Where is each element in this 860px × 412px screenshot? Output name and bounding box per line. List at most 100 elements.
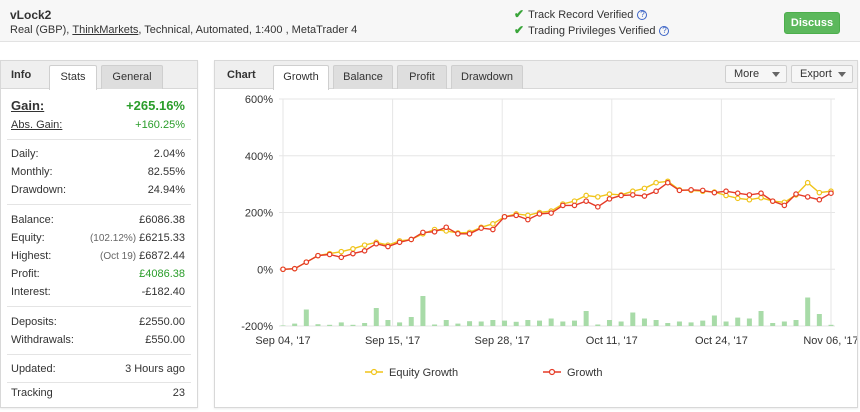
stat-value: -£182.40: [141, 286, 185, 298]
volume-bar: [467, 321, 473, 326]
volume-bar: [432, 324, 438, 326]
volume-bar: [338, 322, 344, 326]
equity-growth-point: [583, 192, 589, 199]
volume-bar: [560, 321, 566, 326]
stat-label: Balance:: [11, 214, 54, 226]
stat-value: 24.94%: [147, 184, 185, 196]
divider: [7, 354, 191, 355]
growth-point: [466, 230, 473, 237]
stat-balance: Balance: £6086.38: [11, 214, 185, 230]
stat-label[interactable]: Abs. Gain:: [11, 119, 63, 131]
growth-point: [595, 204, 601, 210]
system-details: , Technical, Automated, 1:400 , MetaTrad…: [138, 24, 358, 36]
growth-legend-marker: [548, 368, 556, 376]
tab-profit[interactable]: Profit: [397, 65, 447, 89]
help-icon[interactable]: ?: [659, 26, 670, 36]
growth-point: [804, 194, 811, 200]
volume-bar: [373, 308, 379, 326]
volume-bar: [525, 320, 531, 326]
growth-point: [723, 188, 729, 195]
info-panel: Info Stats General Gain: +265.16% Abs. G…: [0, 60, 198, 408]
stat-label: Profit:: [11, 268, 40, 280]
volume-bar: [805, 297, 811, 326]
growth-point: [280, 266, 286, 273]
equity-growth-point: [490, 221, 496, 227]
growth-point: [431, 228, 438, 235]
export-dropdown[interactable]: Export: [791, 65, 853, 83]
tab-growth[interactable]: Growth: [273, 65, 329, 90]
equity-growth-point: [746, 196, 753, 203]
tab-stats[interactable]: Stats: [49, 65, 97, 90]
volume-bar: [478, 321, 484, 326]
stat-tracking: Tracking 23: [11, 387, 185, 403]
volume-bar: [781, 321, 787, 326]
stat-value: 3 Hours ago: [125, 363, 185, 375]
growth-point: [746, 192, 753, 198]
growth-point: [676, 187, 683, 194]
volume-bar: [385, 320, 391, 326]
volume-bar: [583, 311, 589, 326]
volume-bar: [292, 323, 298, 326]
growth-point: [478, 225, 485, 231]
growth-point: [548, 210, 554, 216]
chart-tabbar: Chart Growth Balance Profit Drawdown Mor…: [215, 61, 857, 90]
stat-label: Deposits:: [11, 316, 57, 328]
discuss-button[interactable]: Discuss: [784, 12, 840, 34]
growth-point: [583, 198, 589, 204]
growth-point: [816, 196, 823, 203]
x-tick-label: Sep 28, '17: [475, 335, 530, 347]
chart-panel: Chart Growth Balance Profit Drawdown Mor…: [214, 60, 858, 408]
trading-privileges-label: Trading Privileges Verified: [528, 25, 656, 37]
volume-bar: [303, 309, 309, 326]
stat-monthly: Monthly: 82.55%: [11, 166, 185, 182]
volume-bar: [758, 311, 764, 326]
stat-equity: Equity: (102.12%) £6215.33: [11, 232, 185, 248]
volume-bar: [630, 312, 636, 326]
stat-value: +265.16%: [126, 98, 185, 113]
broker-link[interactable]: ThinkMarkets: [72, 24, 139, 36]
volume-bar: [408, 317, 414, 326]
track-record-label: Track Record Verified: [528, 9, 634, 21]
equity-growth-point: [606, 191, 613, 197]
volume-bar: [315, 324, 321, 326]
chevron-down-icon: [838, 72, 846, 77]
volume-bar: [362, 323, 368, 326]
tab-general[interactable]: General: [101, 65, 163, 89]
growth-point: [711, 189, 718, 196]
x-tick-label: Sep 15, '17: [365, 335, 420, 347]
volume-bar: [606, 320, 612, 326]
stat-value-group: (Oct 19) £6872.44: [100, 250, 185, 262]
stat-label[interactable]: Gain:: [11, 98, 45, 113]
growth-legend-label: Growth: [567, 367, 602, 379]
growth-point: [769, 198, 776, 204]
tab-balance[interactable]: Balance: [333, 65, 393, 89]
growth-point: [664, 179, 671, 186]
growth-point: [338, 254, 345, 261]
divider: [7, 306, 191, 307]
growth-point: [781, 202, 788, 209]
divider: [7, 204, 191, 205]
volume-bar: [828, 324, 834, 326]
tab-drawdown[interactable]: Drawdown: [451, 65, 523, 89]
growth-point: [525, 216, 531, 223]
stat-drawdown: Drawdown: 24.94%: [11, 184, 185, 200]
growth-point: [420, 229, 426, 236]
help-icon[interactable]: ?: [637, 10, 648, 20]
volume-bar: [723, 321, 729, 326]
x-tick-label: Oct 24, '17: [695, 335, 748, 347]
stat-abs-gain: Abs. Gain: +160.25%: [11, 119, 185, 135]
track-record-verified: ✔ Track Record Verified?: [514, 7, 648, 21]
growth-point: [571, 202, 578, 209]
stat-profit: Profit: £4086.38: [11, 268, 185, 284]
equity-growth-point: [653, 179, 659, 186]
volume-bar: [490, 320, 496, 326]
stat-daily: Daily: 2.04%: [11, 148, 185, 164]
account-type: Real (GBP),: [10, 24, 70, 36]
stat-label: Interest:: [11, 286, 51, 298]
info-tabbar: Info Stats General: [1, 61, 197, 90]
volume-bar: [513, 321, 519, 326]
volume-bar: [641, 318, 647, 326]
volume-bar: [502, 320, 508, 326]
stat-value-group: (102.12%) £6215.33: [90, 232, 185, 244]
more-dropdown[interactable]: More: [725, 65, 787, 83]
